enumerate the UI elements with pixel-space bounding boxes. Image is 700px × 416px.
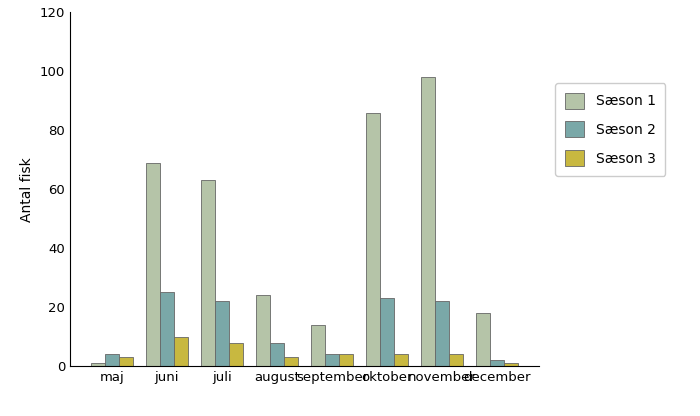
Bar — [477, 313, 490, 366]
Bar — [146, 163, 160, 366]
Bar — [394, 354, 407, 366]
Bar — [256, 295, 270, 366]
Legend: Sæson 1, Sæson 2, Sæson 3: Sæson 1, Sæson 2, Sæson 3 — [555, 83, 665, 176]
Bar — [312, 325, 325, 366]
Bar — [366, 113, 380, 366]
Bar — [229, 342, 243, 366]
Bar — [490, 360, 504, 366]
Bar — [105, 354, 119, 366]
Bar — [215, 301, 229, 366]
Bar — [270, 342, 284, 366]
Bar — [339, 354, 353, 366]
Bar — [160, 292, 174, 366]
Y-axis label: Antal fisk: Antal fisk — [20, 157, 34, 222]
Bar — [380, 298, 394, 366]
Bar — [325, 354, 339, 366]
Bar — [435, 301, 449, 366]
Bar — [421, 77, 435, 366]
Bar — [202, 181, 215, 366]
Bar — [284, 357, 298, 366]
Bar — [449, 354, 463, 366]
Bar — [504, 363, 518, 366]
Bar — [119, 357, 132, 366]
Bar — [174, 337, 188, 366]
Bar — [91, 363, 105, 366]
